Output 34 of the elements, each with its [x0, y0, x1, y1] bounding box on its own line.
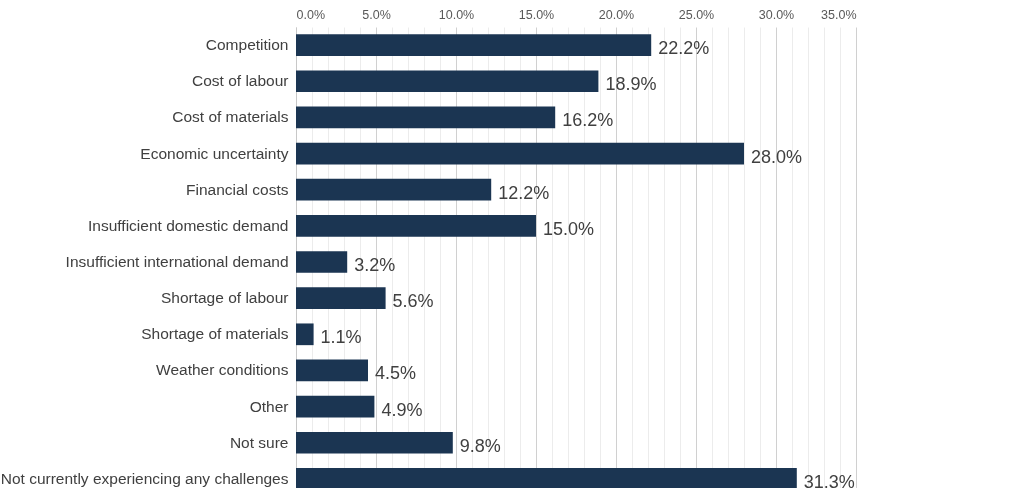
- y-tick-label: Weather conditions: [156, 361, 289, 379]
- data-label: 16.2%: [562, 110, 614, 131]
- data-label: 9.8%: [459, 435, 501, 456]
- data-label: 5.6%: [392, 291, 434, 312]
- y-tick-label: Economic uncertainty: [140, 144, 289, 162]
- data-label: 15.0%: [543, 218, 595, 239]
- x-tick-label: 35.0%: [821, 7, 857, 22]
- y-tick-label: Financial costs: [185, 180, 289, 198]
- x-tick-label: 25.0%: [678, 7, 715, 22]
- x-tick-label: 0.0%: [296, 7, 325, 22]
- y-tick-label: Not sure: [229, 433, 289, 451]
- x-tick-label: 20.0%: [598, 7, 635, 22]
- y-tick-label: Cost of materials: [172, 108, 289, 126]
- data-label: 18.9%: [605, 74, 657, 95]
- data-label: 1.1%: [320, 327, 362, 348]
- data-label: 3.2%: [354, 255, 396, 275]
- y-tick-label: Not currently experiencing any challenges: [0, 469, 289, 487]
- x-tick-label: 15.0%: [518, 7, 555, 22]
- y-tick-label: Competition: [205, 36, 289, 54]
- y-tick-label: Shortage of labour: [160, 289, 289, 307]
- data-label: 4.5%: [375, 363, 417, 384]
- x-tick-label: 30.0%: [758, 7, 795, 22]
- y-tick-label: Shortage of materials: [141, 325, 289, 343]
- x-tick-label: 5.0%: [362, 7, 391, 22]
- y-tick-label: Insufficient international demand: [65, 253, 289, 270]
- data-label: 22.2%: [658, 38, 710, 59]
- y-tick-label: Other: [249, 397, 289, 415]
- data-label: 28.0%: [751, 146, 803, 167]
- data-label: 4.9%: [381, 399, 423, 420]
- data-label: 12.2%: [498, 182, 550, 203]
- x-tick-label: 10.0%: [438, 7, 475, 22]
- y-tick-label: Insufficient domestic demand: [88, 216, 289, 234]
- y-tick-label: Cost of labour: [192, 72, 289, 90]
- data-label: 31.3%: [803, 471, 855, 488]
